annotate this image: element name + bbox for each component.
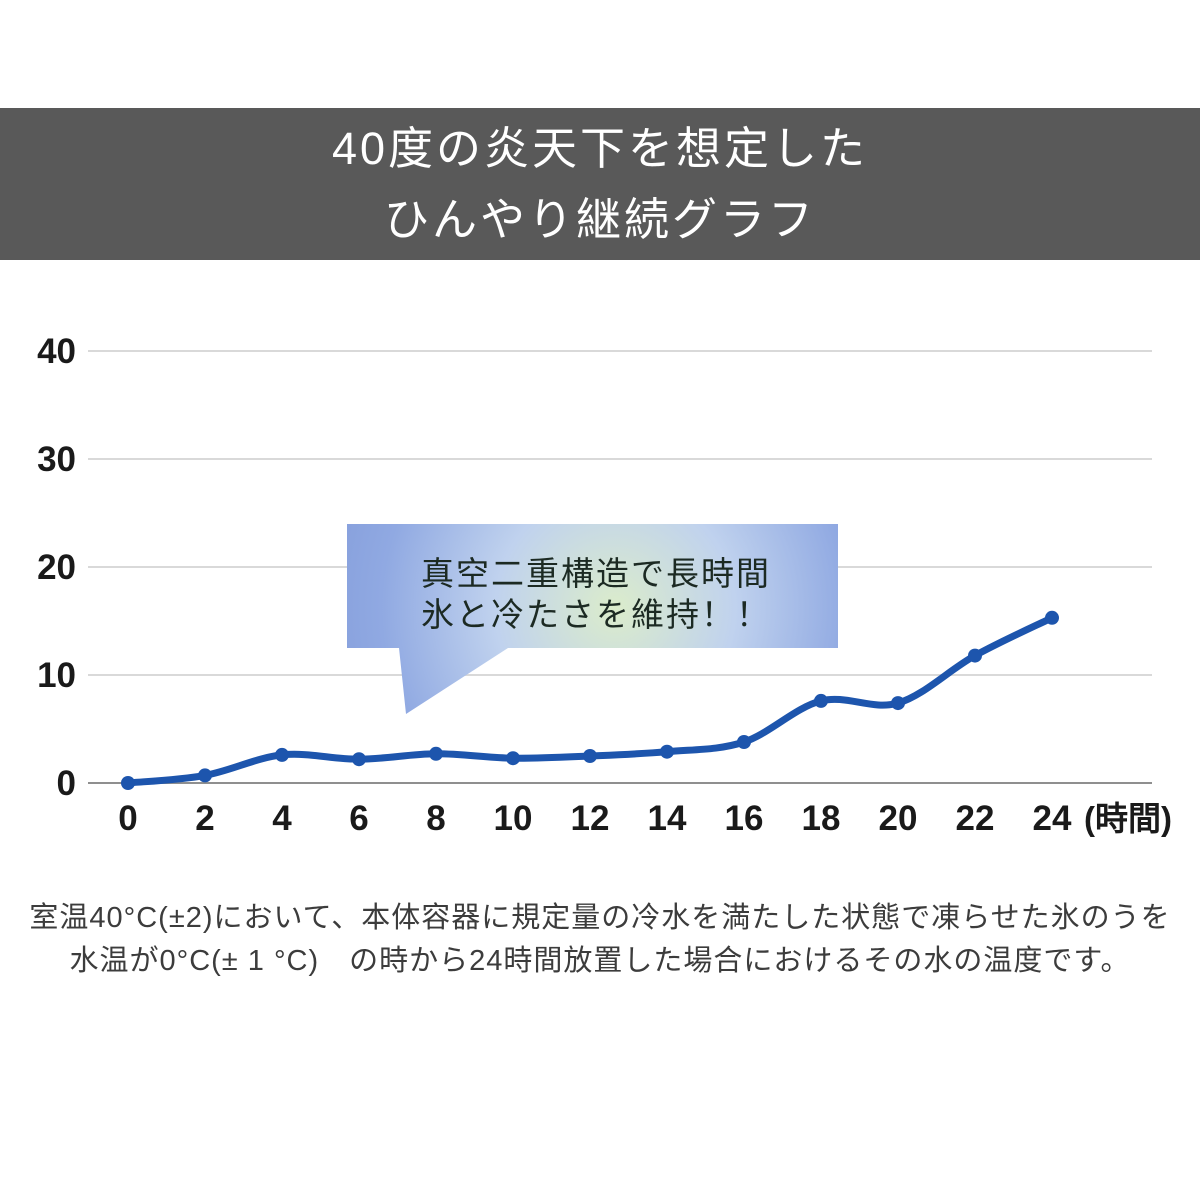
data-point-marker (198, 768, 212, 783)
y-tick-label: 10 (37, 656, 76, 695)
x-tick-label: 8 (426, 799, 445, 838)
footnote-line-2: 水温が0°C(± 1 °C) の時から24時間放置した場合におけるその水の温度で… (69, 945, 1131, 977)
footnote-line-1: 室温40°C(±2)において、本体容器に規定量の冷水を満たした状態で凍らせた氷の… (29, 902, 1171, 934)
x-tick-label: 2 (195, 799, 214, 838)
x-tick-label: 10 (494, 799, 533, 838)
title-banner: 40度の炎天下を想定した ひんやり継続グラフ (0, 108, 1200, 260)
title-line-1: 40度の炎天下を想定した (331, 123, 869, 174)
data-point-marker (429, 746, 443, 761)
x-tick-label: 20 (879, 799, 918, 838)
title-line-2: ひんやり継続グラフ (383, 194, 816, 245)
x-tick-label: 16 (725, 799, 764, 838)
data-point-marker (275, 747, 289, 762)
data-point-marker (737, 735, 751, 749)
data-point-marker (121, 776, 135, 790)
data-point-marker (891, 696, 905, 711)
callout-line-1: 真空二重構造で長時間 (421, 555, 771, 592)
data-point-marker (660, 744, 674, 759)
y-tick-label: 30 (37, 440, 76, 479)
callout-line-2: 氷と冷たさを維持！！ (421, 596, 771, 633)
callout-bubble-shape (347, 524, 838, 714)
x-tick-label: 4 (272, 799, 292, 838)
x-axis-unit-label: (時間) (1084, 800, 1172, 837)
data-point-marker (506, 751, 520, 766)
y-tick-label: 20 (37, 548, 76, 587)
data-point-marker (583, 749, 597, 763)
data-point-marker (1045, 610, 1059, 625)
callout-bubble: 真空二重構造で長時間 氷と冷たさを維持！！ (347, 524, 838, 714)
x-tick-label: 14 (648, 799, 687, 838)
data-point-marker (814, 693, 828, 708)
x-tick-label: 18 (802, 799, 841, 838)
data-point-marker (352, 752, 366, 767)
y-tick-label: 40 (37, 332, 76, 371)
x-tick-label: 0 (118, 799, 137, 838)
temperature-series (121, 610, 1059, 790)
y-tick-label: 0 (57, 764, 76, 803)
x-tick-label: 12 (571, 799, 610, 838)
x-tick-label: 22 (956, 799, 995, 838)
x-tick-label: 6 (349, 799, 368, 838)
footnote: 室温40°C(±2)において、本体容器に規定量の冷水を満たした状態で凍らせた氷の… (0, 897, 1200, 983)
data-point-marker (968, 648, 982, 663)
x-tick-label: 24 (1033, 799, 1072, 838)
